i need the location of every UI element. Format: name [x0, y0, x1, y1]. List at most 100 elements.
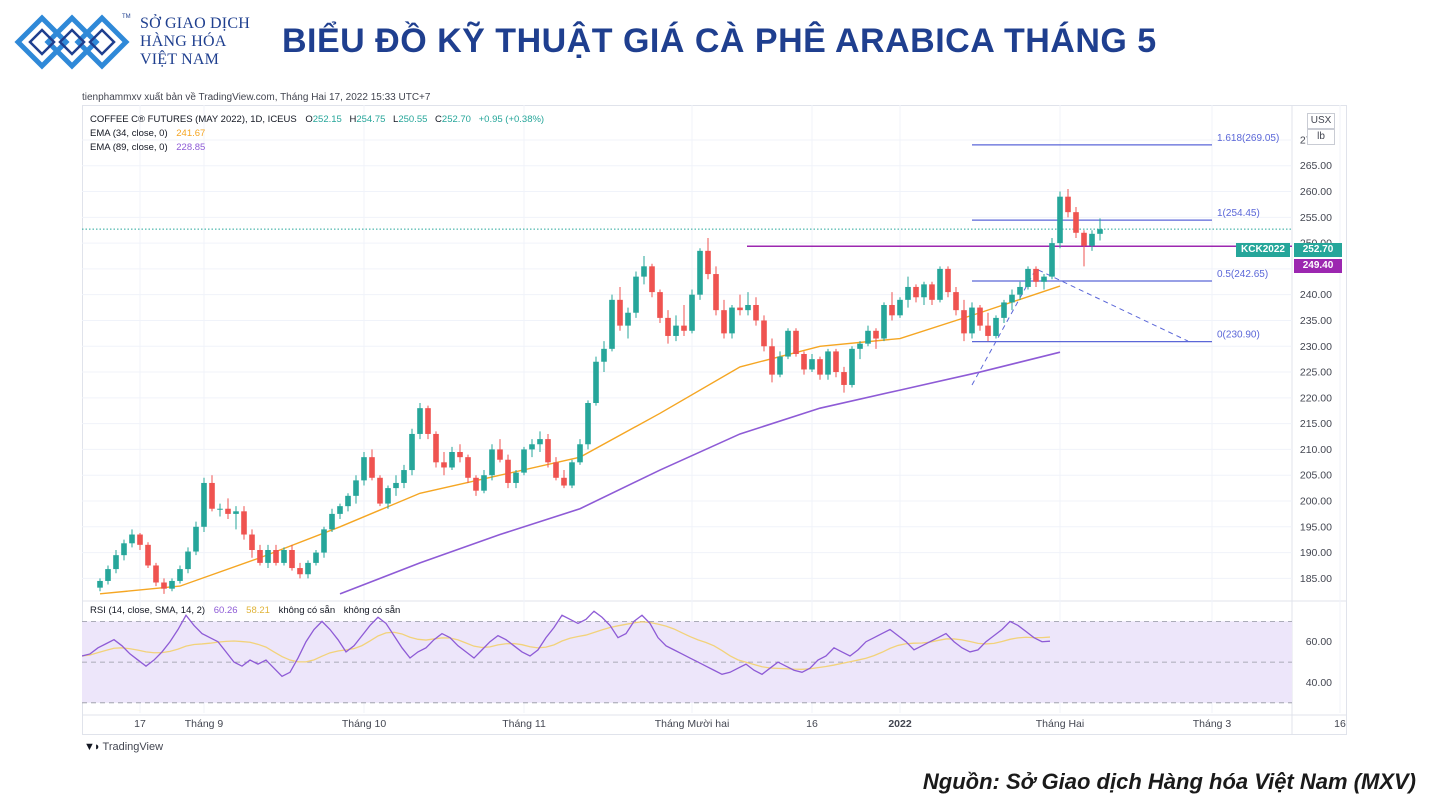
ema89-label: EMA (89, close, 0) — [90, 142, 168, 153]
logo-tm: TM — [122, 14, 131, 20]
candle-body — [481, 475, 487, 491]
candle-body — [569, 462, 575, 486]
candle-body — [377, 477, 383, 504]
currency-unit-button[interactable]: USX — [1307, 113, 1335, 129]
candle-body — [721, 310, 727, 334]
candle-body — [449, 452, 455, 468]
candle-body — [809, 359, 815, 370]
candle-body — [945, 268, 951, 293]
candle-body — [289, 550, 295, 569]
y-tick-label: 215.00 — [1300, 418, 1332, 430]
fib-level-label: 1(254.45) — [1217, 208, 1260, 219]
candle-body — [985, 325, 991, 336]
x-tick-label: Tháng 9 — [185, 718, 224, 730]
last-price-tag: 252.70 — [1294, 243, 1342, 257]
rsi-line — [82, 610, 1051, 678]
candle-body — [217, 508, 223, 510]
y-tick-label: 200.00 — [1300, 496, 1332, 508]
logo-text-line-3: VIỆT NAM — [140, 51, 220, 68]
chart-canvas[interactable]: 185.00 190.00 195.00 200.00 205.00 210.00 215.… — [82, 105, 1347, 735]
candle-body — [177, 569, 183, 581]
candle-body — [633, 276, 639, 313]
candle-body — [561, 477, 567, 486]
chart-border — [82, 105, 1347, 735]
candle-body — [249, 534, 255, 550]
candle-body — [1073, 212, 1079, 233]
candle-body — [689, 294, 695, 331]
rsi-tick-label: 60.00 — [1306, 636, 1332, 648]
candle-body — [385, 488, 391, 504]
y-tick-label: 190.00 — [1300, 547, 1332, 559]
candle-body — [761, 320, 767, 347]
ema89-legend: EMA (89, close, 0) 228.85 — [90, 142, 208, 153]
y-tick-label: 255.00 — [1300, 212, 1332, 224]
candle-body — [105, 569, 111, 581]
candle-body — [873, 330, 879, 339]
source-note: Nguồn: Sở Giao dịch Hàng hóa Việt Nam (M… — [922, 769, 1416, 794]
candle-body — [737, 307, 743, 311]
candle-body — [265, 550, 271, 563]
ema34-label: EMA (34, close, 0) — [90, 128, 168, 139]
x-tick-label: Tháng 10 — [342, 718, 387, 730]
candle-body — [577, 444, 583, 463]
open-value: 252.15 — [312, 114, 342, 125]
hline-price-tag: 249.40 — [1294, 259, 1342, 273]
rsi-ma-value: 58.21 — [246, 605, 270, 616]
candle-body — [153, 565, 159, 583]
candle-body — [353, 480, 359, 496]
candle-body — [369, 457, 375, 478]
candle-body — [857, 343, 863, 349]
chart-area[interactable]: 185.00 190.00 195.00 200.00 205.00 210.00 215.… — [82, 105, 1347, 735]
candle-body — [625, 312, 631, 326]
candle-body — [257, 550, 263, 563]
candle-body — [281, 550, 287, 563]
logo-text-line-1: SỞ GIAO DỊCH — [140, 15, 250, 32]
candle-body — [473, 477, 479, 491]
candle-body — [769, 346, 775, 375]
rsi-label: RSI (14, close, SMA, 14, 2) — [90, 605, 206, 616]
candle-body — [681, 325, 687, 331]
candle-body — [697, 250, 703, 295]
candle-body — [913, 286, 919, 298]
ema89-line — [339, 351, 1061, 595]
candle-body — [1081, 232, 1087, 246]
rsi-tick-label: 40.00 — [1306, 677, 1332, 689]
weight-unit-button[interactable]: lb — [1307, 129, 1335, 145]
change-value: +0.95 (+0.38%) — [478, 114, 545, 125]
candle-body — [209, 482, 215, 509]
y-tick-label: 260.00 — [1300, 186, 1332, 198]
candle-body — [425, 408, 431, 434]
candle-body — [297, 568, 303, 575]
ema89-value: 228.85 — [176, 142, 206, 153]
y-tick-label: 225.00 — [1300, 367, 1332, 379]
candle-body — [129, 534, 135, 544]
candle-body — [673, 325, 679, 336]
y-tick-label: 185.00 — [1300, 573, 1332, 585]
candle-body — [321, 529, 327, 553]
candle-body — [273, 550, 279, 563]
candle-body — [241, 511, 247, 535]
candle-body — [881, 305, 887, 339]
candle-body — [1097, 229, 1103, 234]
candle-body — [777, 356, 783, 375]
candle-body — [713, 274, 719, 311]
publisher-credit: tienphammxv xuất bản về TradingView.com,… — [82, 92, 431, 103]
candle-body — [649, 266, 655, 293]
candle-body — [657, 292, 663, 318]
candle-body — [609, 299, 615, 349]
candle-body — [1017, 286, 1023, 295]
symbol-name: COFFEE C® FUTURES (MAY 2022), 1D, ICEUS — [90, 114, 297, 125]
rsi-value: 60.26 — [213, 605, 238, 616]
logo-mark-icon — [14, 14, 130, 70]
candle-body — [329, 513, 335, 530]
x-tick-label: 16 — [806, 718, 818, 730]
candle-body — [193, 526, 199, 552]
candle-body — [865, 330, 871, 344]
candle-body — [1033, 268, 1039, 282]
rsi-legend: RSI (14, close, SMA, 14, 2) 60.26 58.21 … — [90, 605, 403, 616]
candle-body — [545, 439, 551, 463]
close-value: 252.70 — [441, 114, 471, 125]
logo-text-line-2: HÀNG HÓA — [140, 33, 227, 50]
fib-level-label: 1.618(269.05) — [1217, 133, 1279, 144]
candle-body — [537, 439, 543, 445]
